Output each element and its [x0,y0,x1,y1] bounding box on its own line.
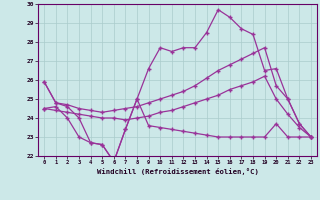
X-axis label: Windchill (Refroidissement éolien,°C): Windchill (Refroidissement éolien,°C) [97,168,259,175]
